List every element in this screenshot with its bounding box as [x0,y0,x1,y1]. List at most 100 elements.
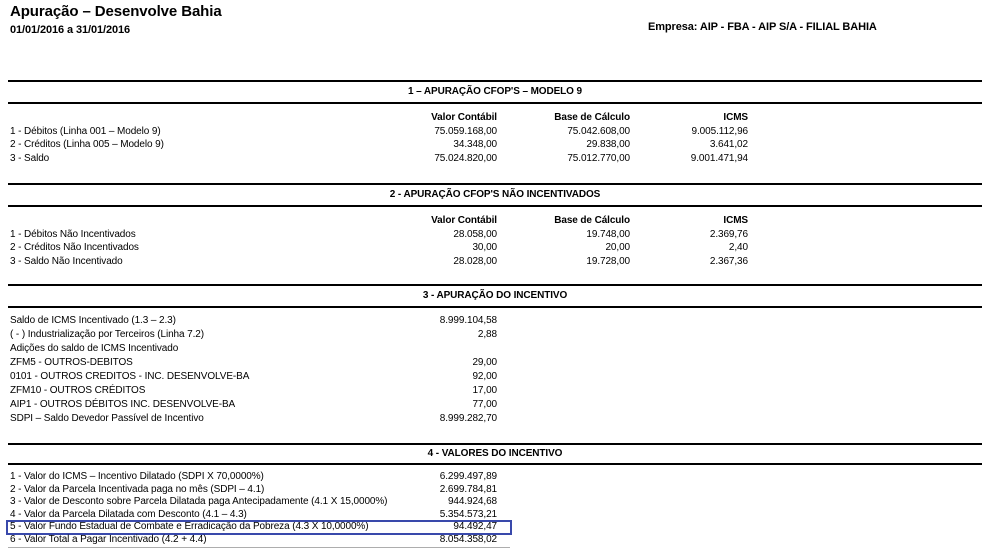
row-label: 5 - Valor Fundo Estadual de Combate e Er… [10,521,369,532]
row-value: 9.001.471,94 [690,152,748,164]
column-header-row: Valor Contábil Base de Cálculo ICMS [8,214,982,228]
row-value [497,509,630,522]
row-value: 92,00 [472,371,497,382]
row-label: 2 - Valor da Parcela Incentivada paga no… [10,483,265,495]
table-row: 5 - Valor Fundo Estadual de Combate e Er… [6,519,982,535]
column-header: Valor Contábil [431,112,497,123]
row-value: 75.059.168,00 [434,125,497,137]
row-value [630,412,748,426]
row-value [630,496,748,509]
section-title: 3 - APURAÇÃO DO INCENTIVO [8,284,982,308]
row-value: 2.369,76 [709,228,748,240]
row-value [630,521,748,534]
row-value [497,484,630,497]
section-cfops-nao-incentivados: 2 - APURAÇÃO CFOP'S NÃO INCENTIVADOS Valo… [8,183,982,268]
table-row: Adições do saldo de ICMS Incentivado [8,342,982,356]
row-value: 28.058,00 [453,228,497,240]
table-row: 3 - Saldo Não Incentivado 28.028,00 19.728… [8,255,982,269]
row-value: 8.999.104,58 [439,315,497,326]
column-header: ICMS [723,215,748,226]
row-label: ( - ) Industrialização por Terceiros (Li… [10,329,204,340]
table-rows: 1 - Valor do ICMS – Incentivo Dilatado (… [6,471,982,547]
column-header-row: Valor Contábil Base de Cálculo ICMS [8,111,982,125]
column-header-spacer [8,214,360,228]
column-header-spacer [8,111,360,125]
table-row: 3 - Valor de Desconto sobre Parcela Dila… [8,496,982,509]
row-value: 8.054.358,02 [439,533,497,545]
table-row: 1 - Débitos Não Incentivados 28.058,00 19.… [8,228,982,242]
table-row: ( - ) Industrialização por Terceiros (Li… [8,328,982,342]
row-value: 34.348,00 [453,139,497,150]
row-value: 30,00 [472,242,497,253]
section-title: 2 - APURAÇÃO CFOP'S NÃO INCENTIVADOS [8,183,982,207]
row-value [497,314,630,328]
row-value [497,370,630,384]
table-row: 2 - Créditos Não Incentivados 30,00 20,00 2… [8,241,982,255]
row-value: 17,00 [472,385,497,396]
row-value: 19.748,00 [586,228,630,240]
row-value [630,484,748,497]
table-rows: Saldo de ICMS Incentivado (1.3 – 2.3) 8.9… [8,314,982,426]
row-label: AIP1 - OUTROS DÉBITOS INC. DESENVOLVE-BA [10,399,236,410]
row-value [630,356,748,370]
row-value [497,496,630,509]
row-value: 94.492,47 [453,521,497,532]
table-row: 3 - Saldo 75.024.820,00 75.012.770,00 9.001… [8,152,982,166]
row-value [630,328,748,342]
row-value [630,509,748,522]
section-title: 4 - VALORES DO INCENTIVO [8,443,982,465]
row-label: 1 - Débitos Não Incentivados [10,228,136,240]
table-row: 2 - Valor da Parcela Incentivada paga no… [8,484,982,497]
table-row: 6 - Valor Total a Pagar Incentivado (4.2… [8,534,982,547]
row-label: 3 - Saldo [10,152,50,164]
row-value: 9.005.112,96 [691,125,749,137]
row-value: 8.999.282,70 [439,413,497,424]
row-label: SDPI – Saldo Devedor Passível de Incenti… [10,413,204,424]
row-value [630,534,748,547]
row-label: 0101 - OUTROS CREDITOS - INC. DESENVOLVE… [10,371,250,382]
row-label: 1 - Débitos (Linha 001 – Modelo 9) [10,125,161,137]
row-value: 6.299.497,89 [439,471,497,482]
row-value [497,534,630,547]
section-apuracao-cfops-modelo9: 1 – APURAÇÃO CFOP'S – MODELO 9 Valor Cont… [8,80,982,165]
table-row: AIP1 - OUTROS DÉBITOS INC. DESENVOLVE-BA… [8,398,982,412]
table-row: 1 - Valor do ICMS – Incentivo Dilatado (… [8,471,982,484]
row-value [497,521,630,534]
row-label: Saldo de ICMS Incentivado (1.3 – 2.3) [10,315,176,326]
row-value [497,384,630,398]
row-value [630,471,748,484]
table-row: SDPI – Saldo Devedor Passível de Incenti… [8,412,982,426]
row-value: 2.699.784,81 [439,483,497,495]
column-header: Valor Contábil [431,215,497,226]
row-label: 2 - Créditos (Linha 005 – Modelo 9) [10,139,164,150]
row-value [497,356,630,370]
row-value [497,342,630,356]
column-header: Base de Cálculo [554,112,630,123]
row-label: 1 - Valor do ICMS – Incentivo Dilatado (… [10,471,264,482]
row-value: 75.042.608,00 [567,125,630,137]
row-label: 4 - Valor da Parcela Dilatada com Descon… [10,508,247,520]
row-label: ZFM5 - OUTROS-DEBITOS [10,357,133,368]
row-value: 29,00 [472,357,497,368]
row-value: 75.012.770,00 [567,152,630,164]
row-value: 2,88 [477,329,497,340]
page-title: Apuração – Desenvolve Bahia [10,3,222,20]
row-label: Adições do saldo de ICMS Incentivado [10,343,179,354]
section-apuracao-do-incentivo: 3 - APURAÇÃO DO INCENTIVO Saldo de ICMS I… [8,284,982,426]
section-valores-do-incentivo: 4 - VALORES DO INCENTIVO 1 - Valor do ICM… [6,443,982,548]
row-value: 2,40 [728,242,748,253]
row-value: 75.024.820,00 [434,152,497,164]
row-value: 28.028,00 [453,255,497,267]
row-value: 29.838,00 [586,139,630,150]
company-label: Empresa: AIP - FBA - AIP S/A - FILIAL BA… [648,21,877,33]
table-row: Saldo de ICMS Incentivado (1.3 – 2.3) 8.9… [8,314,982,328]
table-row: ZFM5 - OUTROS-DEBITOS 29,00 [8,356,982,370]
section-title: 1 – APURAÇÃO CFOP'S – MODELO 9 [8,80,982,104]
row-label: 3 - Valor de Desconto sobre Parcela Dila… [10,496,388,507]
row-label: 6 - Valor Total a Pagar Incentivado (4.2… [10,533,207,545]
report-period: 01/01/2016 a 31/01/2016 [10,24,131,36]
row-value: 20,00 [605,242,630,253]
column-header: ICMS [723,112,748,123]
table-row: 1 - Débitos (Linha 001 – Modelo 9) 75.059… [8,125,982,139]
